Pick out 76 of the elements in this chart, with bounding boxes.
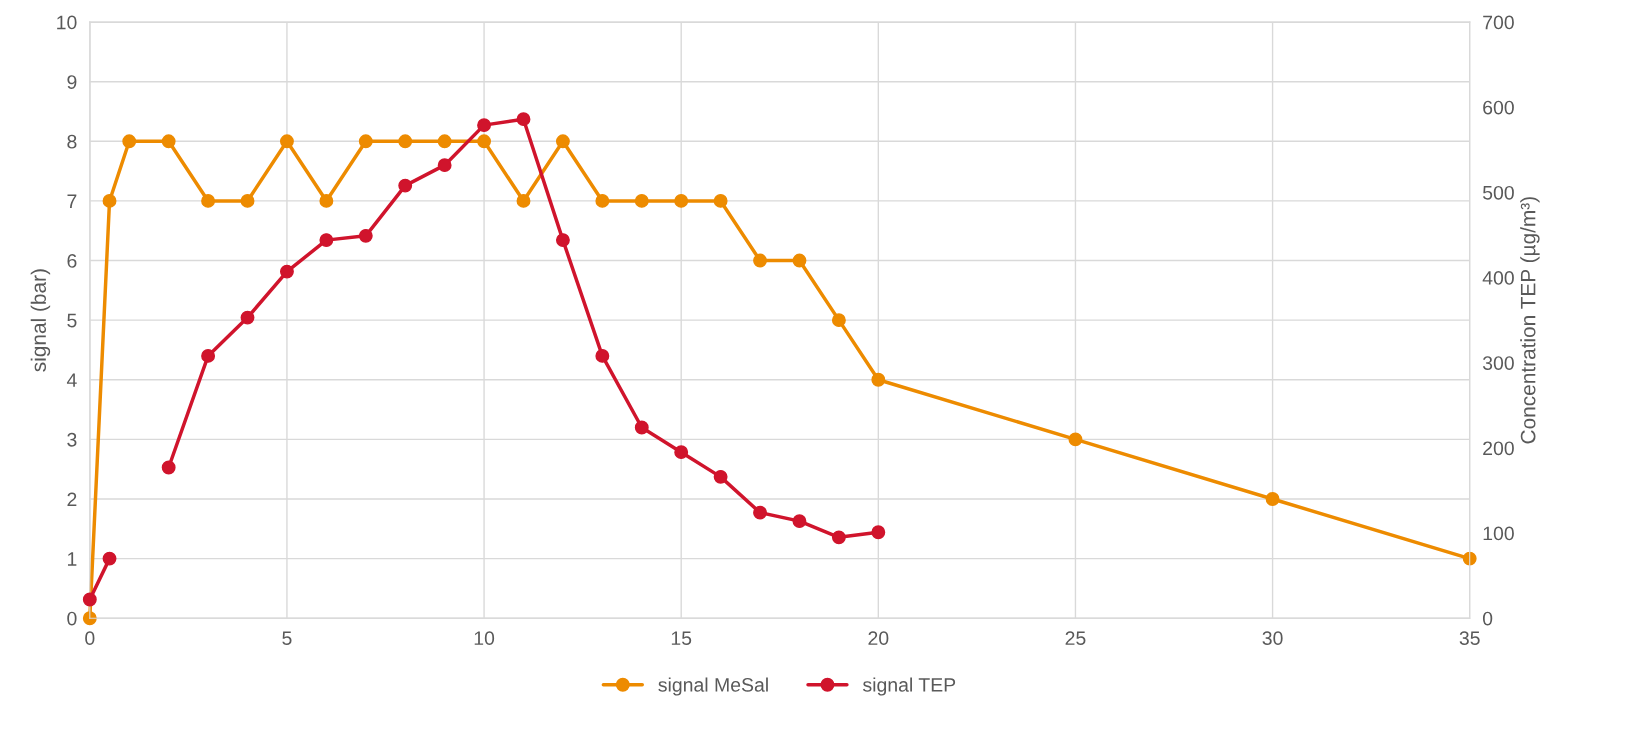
point bbox=[279, 134, 294, 149]
legend-label: signal MeSal bbox=[658, 677, 768, 696]
point bbox=[201, 193, 216, 208]
point bbox=[240, 193, 255, 208]
point bbox=[713, 193, 728, 208]
x-tick-label: 10 bbox=[474, 631, 495, 646]
point bbox=[831, 313, 846, 328]
y2-tick-label: 0 bbox=[1482, 611, 1493, 626]
point bbox=[1265, 492, 1280, 506]
point bbox=[595, 348, 610, 363]
point bbox=[595, 193, 610, 208]
x-tick-label: 5 bbox=[282, 631, 292, 646]
point bbox=[398, 134, 413, 149]
point bbox=[82, 611, 97, 626]
point bbox=[753, 505, 767, 520]
point bbox=[516, 193, 531, 208]
point bbox=[358, 228, 373, 243]
y2-tick-label: 400 bbox=[1482, 271, 1514, 285]
x-tick-label: 35 bbox=[1459, 631, 1480, 646]
point bbox=[102, 551, 117, 566]
y2-tick-label: 200 bbox=[1483, 441, 1514, 456]
point bbox=[634, 193, 649, 208]
legend-label: signal TEP bbox=[863, 677, 956, 696]
y-tick-label: 7 bbox=[67, 194, 77, 208]
y-tick-label: 8 bbox=[67, 134, 77, 149]
x-tick-label: 25 bbox=[1065, 631, 1086, 646]
point bbox=[161, 134, 176, 149]
point bbox=[792, 253, 807, 268]
y-tick-label: 4 bbox=[66, 373, 77, 387]
y2-tick-label: 700 bbox=[1483, 15, 1514, 30]
x-tick-label: 30 bbox=[1262, 631, 1283, 646]
y-tick-label: 2 bbox=[67, 492, 77, 507]
point bbox=[358, 134, 373, 149]
point bbox=[871, 372, 886, 387]
point bbox=[102, 193, 117, 208]
y-tick-label: 1 bbox=[67, 552, 77, 566]
point bbox=[555, 134, 570, 149]
point bbox=[437, 134, 452, 149]
point bbox=[477, 118, 492, 133]
y-tick-label: 3 bbox=[67, 432, 77, 447]
point bbox=[319, 193, 334, 208]
point bbox=[792, 514, 807, 529]
y-tick-label: 6 bbox=[67, 254, 77, 268]
point bbox=[122, 134, 137, 149]
point bbox=[201, 348, 216, 363]
y2-tick-label: 600 bbox=[1483, 100, 1514, 115]
point bbox=[516, 112, 531, 127]
y-tick-label: 5 bbox=[67, 313, 77, 328]
x-tick-label: 20 bbox=[868, 631, 889, 646]
point bbox=[555, 233, 570, 248]
point bbox=[634, 420, 649, 435]
point bbox=[161, 460, 176, 475]
point bbox=[871, 525, 886, 540]
point bbox=[1068, 432, 1083, 447]
y2-tick-label: 100 bbox=[1483, 526, 1514, 541]
point bbox=[279, 264, 294, 279]
y-tick-label: 9 bbox=[67, 75, 77, 89]
point bbox=[713, 469, 728, 484]
x-tick-label: 0 bbox=[85, 631, 95, 646]
y2-tick-label: 500 bbox=[1482, 185, 1514, 200]
point bbox=[398, 178, 413, 193]
y2-tick-label: 300 bbox=[1482, 356, 1514, 370]
y-tick-label: 0 bbox=[67, 611, 77, 626]
y-axis-title: signal (bar) bbox=[30, 269, 51, 372]
point bbox=[82, 592, 97, 607]
point bbox=[240, 310, 255, 325]
y-tick-label: 10 bbox=[57, 15, 77, 30]
point bbox=[319, 233, 334, 248]
point bbox=[477, 134, 492, 149]
point bbox=[753, 253, 767, 268]
y2-axis-title: Concentration TEP (µg/m³) bbox=[1520, 197, 1540, 444]
point bbox=[831, 530, 846, 545]
x-tick-label: 15 bbox=[671, 631, 692, 646]
point bbox=[674, 445, 689, 460]
point bbox=[674, 193, 689, 208]
point bbox=[437, 158, 452, 173]
